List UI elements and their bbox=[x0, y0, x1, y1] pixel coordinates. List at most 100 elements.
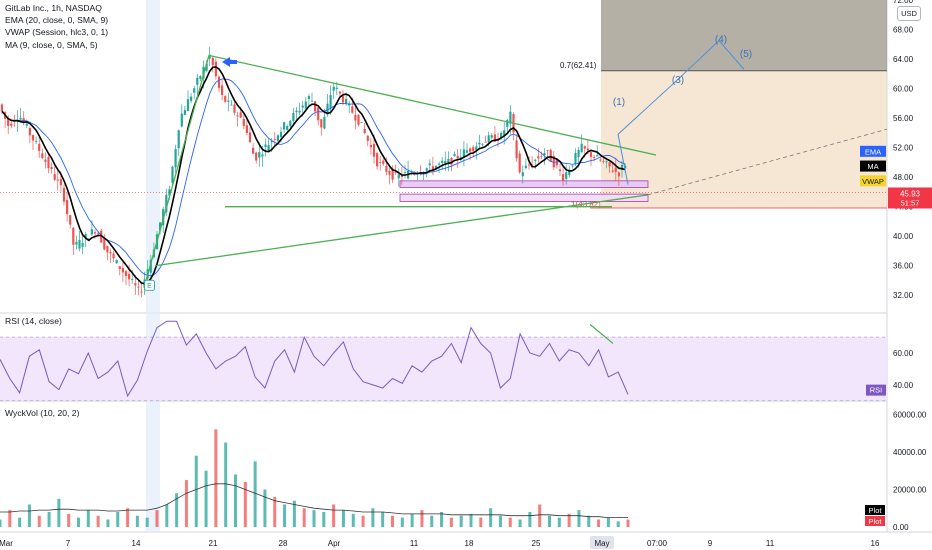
series-tag-vwap bbox=[860, 175, 886, 187]
candle-body bbox=[620, 165, 624, 170]
candle-body bbox=[574, 152, 577, 165]
rsi-tag bbox=[866, 384, 886, 396]
rsi-tag-label: RSI bbox=[870, 386, 883, 395]
price-tag-countdown: 51:57 bbox=[901, 198, 920, 207]
candle-body bbox=[10, 123, 13, 126]
volume-bar bbox=[194, 455, 198, 527]
series-tag-ema bbox=[860, 145, 886, 157]
candle-body bbox=[537, 156, 540, 159]
volume-bar bbox=[67, 513, 71, 527]
candle-body bbox=[515, 140, 518, 159]
candle-body bbox=[72, 227, 75, 245]
time-tick-label: 11 bbox=[410, 539, 419, 548]
time-tick-label: 07:00 bbox=[647, 539, 668, 548]
candle-body bbox=[264, 144, 267, 148]
volume-bar bbox=[292, 500, 296, 527]
candle-body bbox=[304, 101, 307, 109]
volume-bar bbox=[214, 429, 218, 527]
candle-body bbox=[298, 110, 301, 113]
support-box-upper bbox=[399, 180, 649, 188]
candle-body bbox=[453, 154, 456, 157]
rsi-tick-label: 40.00 bbox=[893, 381, 914, 390]
wave-label: (5) bbox=[740, 49, 752, 60]
time-tick-label: 14 bbox=[132, 539, 141, 548]
volume-bar bbox=[204, 470, 208, 527]
candle-body bbox=[233, 104, 236, 113]
currency-badge[interactable]: USD bbox=[897, 6, 921, 21]
rsi-line bbox=[0, 320, 629, 398]
candle-body bbox=[568, 169, 571, 175]
time-tick-label: 28 bbox=[279, 539, 288, 548]
candle-body bbox=[351, 106, 354, 113]
candle-body bbox=[624, 165, 627, 169]
candle-body bbox=[366, 135, 369, 142]
candle-body bbox=[0, 104, 4, 112]
volume-bar bbox=[606, 517, 610, 527]
candle-body bbox=[388, 171, 391, 175]
candle-body bbox=[100, 230, 103, 243]
candle-body bbox=[310, 100, 314, 102]
volume-bar bbox=[27, 504, 31, 527]
volume-bar bbox=[116, 511, 120, 527]
time-tick-label: 11 bbox=[766, 539, 775, 548]
volume-bar bbox=[18, 517, 22, 527]
candle-body bbox=[323, 116, 326, 129]
candle-body bbox=[90, 229, 93, 235]
candle-body bbox=[534, 159, 537, 161]
volume-bar bbox=[77, 517, 80, 527]
candle-body bbox=[369, 144, 372, 148]
candle-body bbox=[456, 155, 459, 159]
time-tick-label: 16 bbox=[871, 539, 880, 548]
candle-body bbox=[248, 132, 252, 142]
volume-bar bbox=[420, 510, 424, 527]
volume-tick-label: 60000.00 bbox=[893, 410, 927, 419]
candle-body bbox=[267, 145, 270, 151]
volume-bar bbox=[391, 515, 394, 527]
candle-body bbox=[472, 147, 475, 152]
candle-body bbox=[397, 174, 400, 179]
candle-body bbox=[543, 153, 546, 155]
candle-body bbox=[211, 57, 214, 66]
candle-body bbox=[394, 172, 397, 174]
candle-body bbox=[602, 161, 605, 162]
candle-body bbox=[124, 271, 128, 276]
volume-bar bbox=[184, 480, 188, 527]
candle-body bbox=[307, 96, 310, 99]
time-tick-label: Mar bbox=[0, 539, 13, 548]
volume-bar bbox=[37, 515, 41, 527]
series-tag-label-vwap: VWAP bbox=[862, 177, 884, 186]
candle-body bbox=[338, 91, 341, 94]
candle-body bbox=[376, 153, 379, 167]
candle-body bbox=[193, 88, 196, 93]
volume-tag-label-1: Plot bbox=[869, 506, 883, 515]
candle-body bbox=[25, 124, 28, 126]
volume-bar bbox=[567, 513, 571, 527]
candle-body bbox=[28, 127, 31, 136]
price-tick-label: 64.00 bbox=[893, 55, 914, 64]
candle-body bbox=[335, 87, 338, 89]
candle-body bbox=[47, 157, 50, 169]
volume-bar bbox=[155, 510, 159, 527]
price-tick-label: 52.00 bbox=[893, 144, 914, 153]
time-tick-highlight bbox=[590, 536, 614, 549]
volume-bar bbox=[341, 510, 345, 527]
candle-body bbox=[469, 148, 472, 152]
candle-body bbox=[596, 155, 599, 157]
volume-bar bbox=[440, 511, 444, 527]
candle-body bbox=[447, 158, 450, 165]
volume-bar bbox=[224, 442, 228, 527]
volume-bar bbox=[165, 504, 169, 527]
candle-body bbox=[180, 113, 183, 127]
volume-bar bbox=[518, 519, 522, 527]
candle-body bbox=[115, 260, 118, 264]
time-tick-label: May bbox=[594, 539, 609, 548]
candle-body bbox=[177, 130, 180, 149]
series-tag-label-ma: MA bbox=[867, 162, 878, 171]
candle-body bbox=[112, 253, 115, 259]
candle-body bbox=[438, 163, 441, 165]
candle-body bbox=[78, 239, 81, 249]
candle-body bbox=[81, 243, 84, 247]
volume-bar bbox=[400, 517, 404, 527]
volume-tag-1 bbox=[865, 505, 885, 515]
